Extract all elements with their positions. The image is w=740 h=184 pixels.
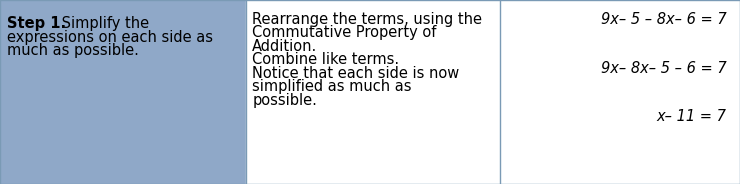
Text: Commutative Property of: Commutative Property of	[252, 25, 437, 40]
Text: Simplify the: Simplify the	[58, 16, 149, 31]
Text: Rearrange the terms, using the: Rearrange the terms, using the	[252, 12, 482, 27]
Text: x– 11 = 7: x– 11 = 7	[657, 109, 727, 125]
Text: much as possible.: much as possible.	[7, 43, 139, 58]
Text: Notice that each side is now: Notice that each side is now	[252, 66, 460, 81]
Text: 9x– 5 – 8x– 6 = 7: 9x– 5 – 8x– 6 = 7	[601, 12, 727, 27]
Text: Combine like terms.: Combine like terms.	[252, 52, 400, 68]
Bar	[246, 0, 500, 184]
Text: Step 1.: Step 1.	[7, 16, 67, 31]
Text: simplified as much as: simplified as much as	[252, 79, 412, 94]
Bar	[0, 0, 246, 184]
Text: 9x– 8x– 5 – 6 = 7: 9x– 8x– 5 – 6 = 7	[601, 61, 727, 76]
Text: Addition.: Addition.	[252, 39, 317, 54]
Text: possible.: possible.	[252, 93, 317, 108]
Text: expressions on each side as: expressions on each side as	[7, 30, 213, 45]
Bar	[500, 0, 740, 184]
